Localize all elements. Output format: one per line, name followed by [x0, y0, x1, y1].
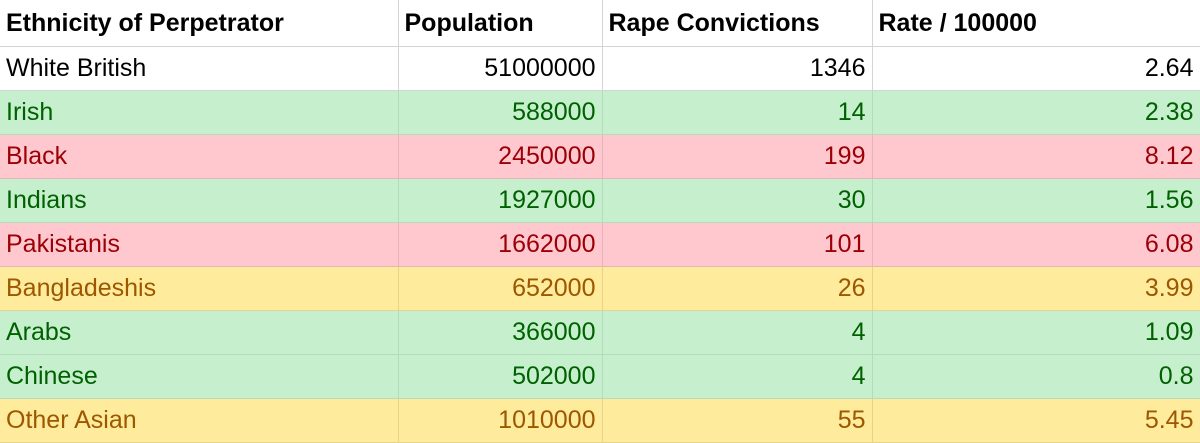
cell-ethnicity[interactable]: Bangladeshis: [0, 266, 399, 311]
cell-convictions[interactable]: 4: [602, 354, 873, 399]
header-population[interactable]: Population: [398, 0, 603, 47]
cell-rate[interactable]: 6.08: [872, 222, 1200, 267]
cell-population[interactable]: 652000: [398, 266, 603, 311]
cell-convictions[interactable]: 1346: [602, 46, 873, 91]
cell-rate[interactable]: 1.09: [872, 310, 1200, 355]
header-rape-convictions[interactable]: Rape Convictions: [602, 0, 873, 47]
table-row: Black 2450000 199 8.12: [0, 134, 1200, 179]
table-row: Arabs 366000 4 1.09: [0, 310, 1200, 355]
header-row: Ethnicity of Perpetrator Population Rape…: [0, 0, 1200, 47]
cell-ethnicity[interactable]: Indians: [0, 178, 399, 223]
cell-convictions[interactable]: 30: [602, 178, 873, 223]
cell-convictions[interactable]: 4: [602, 310, 873, 355]
cell-ethnicity[interactable]: Pakistanis: [0, 222, 399, 267]
cell-ethnicity[interactable]: Black: [0, 134, 399, 179]
cell-population[interactable]: 51000000: [398, 46, 603, 91]
header-ethnicity[interactable]: Ethnicity of Perpetrator: [0, 0, 399, 47]
cell-convictions[interactable]: 101: [602, 222, 873, 267]
cell-rate[interactable]: 3.99: [872, 266, 1200, 311]
table-row: Indians 1927000 30 1.56: [0, 178, 1200, 223]
cell-population[interactable]: 366000: [398, 310, 603, 355]
cell-ethnicity[interactable]: Chinese: [0, 354, 399, 399]
table-row: Pakistanis 1662000 101 6.08: [0, 222, 1200, 267]
cell-convictions[interactable]: 199: [602, 134, 873, 179]
cell-population[interactable]: 1010000: [398, 398, 603, 443]
cell-population[interactable]: 502000: [398, 354, 603, 399]
cell-convictions[interactable]: 26: [602, 266, 873, 311]
cell-population[interactable]: 2450000: [398, 134, 603, 179]
table-row: White British 51000000 1346 2.64: [0, 46, 1200, 91]
table-row: Chinese 502000 4 0.8: [0, 354, 1200, 399]
cell-rate[interactable]: 0.8: [872, 354, 1200, 399]
cell-population[interactable]: 1927000: [398, 178, 603, 223]
cell-rate[interactable]: 2.64: [872, 46, 1200, 91]
table-row: Bangladeshis 652000 26 3.99: [0, 266, 1200, 311]
cell-ethnicity[interactable]: Irish: [0, 90, 399, 135]
cell-ethnicity[interactable]: White British: [0, 46, 399, 91]
header-rate[interactable]: Rate / 100000: [872, 0, 1200, 47]
cell-ethnicity[interactable]: Arabs: [0, 310, 399, 355]
cell-population[interactable]: 588000: [398, 90, 603, 135]
table-body: White British 51000000 1346 2.64 Irish 5…: [0, 46, 1200, 443]
cell-rate[interactable]: 2.38: [872, 90, 1200, 135]
table-row: Irish 588000 14 2.38: [0, 90, 1200, 135]
cell-rate[interactable]: 1.56: [872, 178, 1200, 223]
cell-rate[interactable]: 8.12: [872, 134, 1200, 179]
cell-population[interactable]: 1662000: [398, 222, 603, 267]
cell-convictions[interactable]: 14: [602, 90, 873, 135]
